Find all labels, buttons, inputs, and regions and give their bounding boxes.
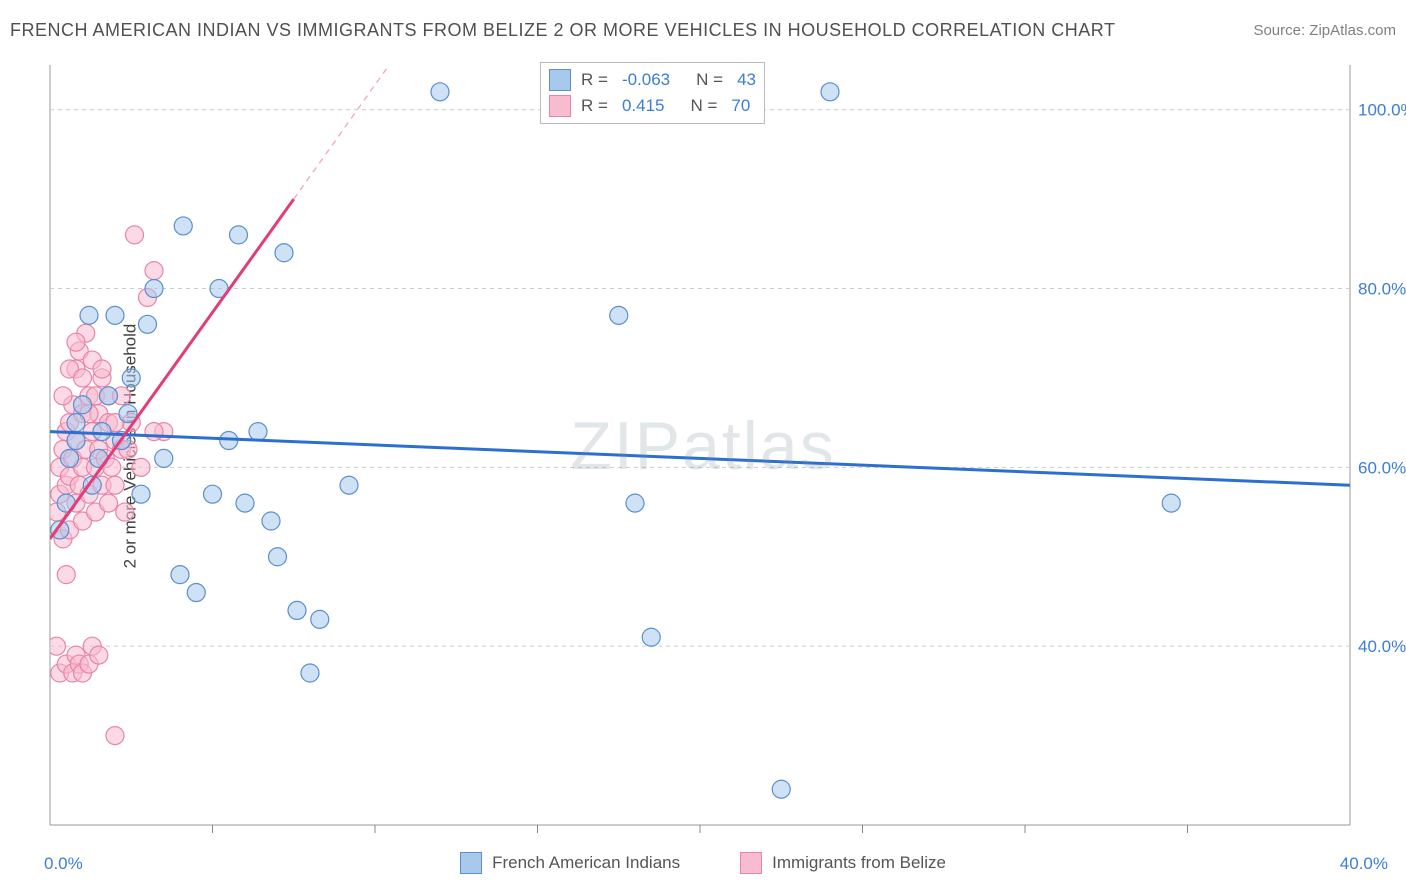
x-axis-max-label: 40.0%	[1340, 854, 1388, 874]
r-label: R =	[581, 70, 608, 90]
svg-text:80.0%: 80.0%	[1358, 280, 1406, 299]
stats-row-pink: R = 0.415 N = 70	[549, 93, 756, 119]
chart-container: FRENCH AMERICAN INDIAN VS IMMIGRANTS FRO…	[0, 0, 1406, 892]
bottom-legend: French American Indians Immigrants from …	[0, 852, 1406, 874]
n-value-pink: 70	[731, 96, 750, 116]
stats-swatch-pink	[549, 95, 571, 117]
stats-legend-box: R = -0.063 N = 43 R = 0.415 N = 70	[540, 62, 765, 124]
x-axis-min-label: 0.0%	[44, 854, 83, 874]
n-label: N =	[696, 70, 723, 90]
r-value-blue: -0.063	[622, 70, 670, 90]
legend-swatch-pink	[740, 852, 762, 874]
svg-text:40.0%: 40.0%	[1358, 637, 1406, 656]
svg-text:100.0%: 100.0%	[1358, 101, 1406, 120]
legend-item-pink: Immigrants from Belize	[740, 852, 946, 874]
scatter-plot: 40.0% 60.0% 80.0% 100.0%	[0, 0, 1406, 892]
legend-swatch-blue	[460, 852, 482, 874]
n-value-blue: 43	[737, 70, 756, 90]
n-label: N =	[690, 96, 717, 116]
legend-label-pink: Immigrants from Belize	[772, 853, 946, 873]
svg-text:60.0%: 60.0%	[1358, 458, 1406, 477]
legend-label-blue: French American Indians	[492, 853, 680, 873]
r-value-pink: 0.415	[622, 96, 665, 116]
stats-swatch-blue	[549, 69, 571, 91]
stats-row-blue: R = -0.063 N = 43	[549, 67, 756, 93]
legend-item-blue: French American Indians	[460, 852, 680, 874]
r-label: R =	[581, 96, 608, 116]
